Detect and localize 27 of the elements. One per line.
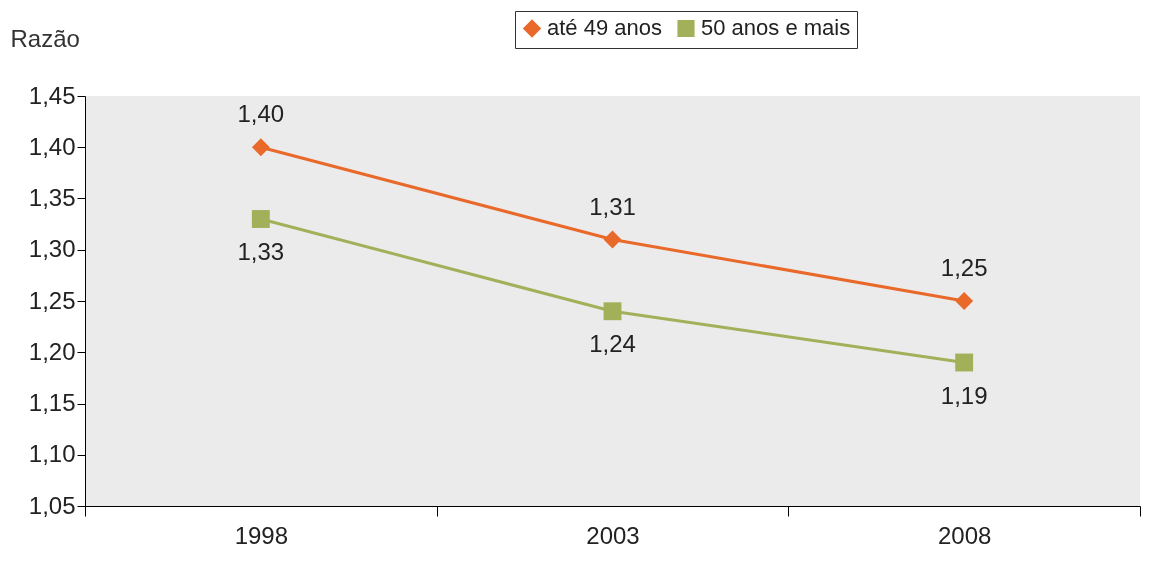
- point: [955, 292, 974, 310]
- point: [955, 353, 974, 372]
- data-label: 1,31: [589, 192, 636, 220]
- data-label: 1,33: [237, 238, 285, 265]
- y-tick-label: 1,05: [28, 491, 76, 519]
- point: [251, 210, 270, 228]
- data-label: 1,25: [940, 254, 988, 281]
- x-tick-label: 2003: [586, 521, 640, 549]
- y-tick-label: 1,40: [28, 132, 76, 160]
- point: [251, 138, 270, 157]
- data-label: 1,40: [237, 100, 285, 128]
- legend-label: 50 anos e mais: [701, 15, 851, 41]
- x-tick-label: 1998: [234, 521, 289, 549]
- y-tick-label: 1,10: [28, 440, 76, 468]
- legend-label: até 49 anos: [547, 15, 662, 41]
- x-tick-label: 2008: [937, 521, 992, 549]
- point: [603, 230, 622, 249]
- data-label: 1,24: [589, 330, 636, 358]
- y-axis-title: Razão: [10, 24, 80, 52]
- y-tick-label: 1,15: [28, 389, 76, 416]
- y-tick-label: 1,45: [28, 81, 76, 109]
- point: [603, 302, 622, 321]
- y-tick-label: 1,25: [28, 286, 76, 314]
- y-tick-label: 1,20: [28, 337, 76, 365]
- y-tick-label: 1,35: [28, 184, 76, 211]
- data-label: 1,19: [940, 381, 988, 409]
- y-tick-label: 1,30: [28, 235, 76, 263]
